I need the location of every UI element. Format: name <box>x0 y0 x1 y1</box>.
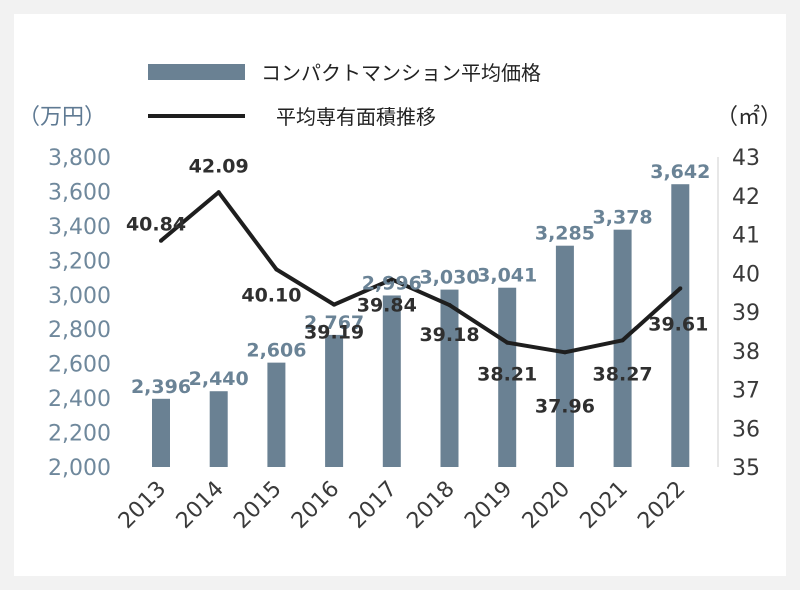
y-right-tick-label: 42 <box>732 185 760 210</box>
y-right-tick-label: 38 <box>732 340 760 365</box>
line-value-label: 40.84 <box>126 214 186 236</box>
y-left-tick-label: 3,200 <box>48 249 111 274</box>
bar-value-label: 2,996 <box>362 272 422 294</box>
bar <box>267 362 286 467</box>
line-value-label: 39.19 <box>304 322 364 344</box>
line-point <box>389 277 394 282</box>
bar-value-label: 2,440 <box>189 368 249 390</box>
x-ticks: 2013 2014 2015 2016 2017 2018 2019 2020 2021 2022 <box>114 477 691 534</box>
line-point <box>505 340 510 345</box>
bar-value-label: 2,767 <box>304 312 364 334</box>
line-value-label: 38.21 <box>477 364 537 386</box>
x-tick-label: 2017 <box>345 477 402 534</box>
bar <box>613 229 632 467</box>
y-right-tick-label: 37 <box>732 379 760 404</box>
line-value-label: 39.84 <box>357 294 417 316</box>
line-value-label: 40.10 <box>241 284 301 306</box>
x-tick-label: 2022 <box>633 477 690 534</box>
line-value-label: 38.27 <box>593 363 653 385</box>
line-value-label: 39.61 <box>648 313 708 335</box>
bar <box>152 398 170 467</box>
bar <box>555 245 574 467</box>
bar <box>382 295 401 467</box>
y-right-tick-label: 43 <box>732 146 760 171</box>
line-point <box>678 286 683 291</box>
line-point <box>216 190 221 195</box>
x-tick-label: 2015 <box>229 477 286 534</box>
bar-value-label: 3,378 <box>593 207 653 229</box>
legend-label-line: 平均専有面積推移 <box>276 105 436 129</box>
combo-chart: コンパクトマンション平均価格 平均専有面積推移 （万円） （㎡） 2,0002,… <box>18 61 782 534</box>
bar <box>209 391 228 467</box>
bar-value-label: 3,285 <box>535 223 595 245</box>
line-point <box>274 267 279 272</box>
x-tick-label: 2014 <box>172 477 229 534</box>
x-tick-label: 2019 <box>460 477 517 534</box>
bars <box>152 184 690 467</box>
y-left-tick-label: 2,800 <box>48 318 111 343</box>
y-left-unit: （万円） <box>18 105 106 130</box>
y-right-tick-label: 36 <box>732 417 760 442</box>
line-point <box>447 303 452 308</box>
line-point <box>159 238 163 243</box>
bar <box>498 287 517 467</box>
bar <box>325 334 344 467</box>
x-tick-label: 2013 <box>114 477 171 534</box>
x-tick-label: 2016 <box>287 477 344 534</box>
y-left-tick-label: 2,000 <box>48 456 111 481</box>
line-point <box>620 338 625 343</box>
series-line <box>159 190 682 355</box>
y-left-tick-label: 2,600 <box>48 353 111 378</box>
y-right-ticks: 35 36 37 38 39 40 41 42 43 <box>732 146 760 481</box>
y-left-tick-label: 3,000 <box>48 284 111 309</box>
y-right-tick-label: 41 <box>732 224 760 249</box>
y-right-tick-label: 39 <box>732 301 760 326</box>
y-right-tick-label: 35 <box>732 456 760 481</box>
line-value-label: 37.96 <box>535 395 595 417</box>
y-left-tick-label: 3,400 <box>48 215 111 240</box>
y-left-tick-label: 2,200 <box>48 422 111 447</box>
bar-value-label: 2,606 <box>246 340 306 362</box>
chart-card: コンパクトマンション平均価格 平均専有面積推移 （万円） （㎡） 2,000 2,… <box>14 14 786 576</box>
legend: コンパクトマンション平均価格 平均専有面積推移 <box>148 61 541 129</box>
x-tick-label: 2018 <box>402 477 459 534</box>
y-left-tick-label: 3,600 <box>48 180 111 205</box>
y-right-tick-label: 40 <box>732 262 760 287</box>
y-left-tick-label: 2,400 <box>48 387 111 412</box>
bar <box>440 289 459 467</box>
bar <box>671 184 690 467</box>
y-left-ticks: 2,000 2,200 2,400 2,600 2,800 3,000 3,200 3,400… <box>48 146 111 481</box>
line-value-label: 39.18 <box>419 324 479 346</box>
x-tick-label: 2020 <box>518 477 575 534</box>
line-value-label: 42.09 <box>189 155 249 177</box>
y-right-unit: （㎡） <box>716 104 782 130</box>
bar-value-label: 3,030 <box>419 267 479 289</box>
line-point <box>332 302 337 307</box>
legend-swatch-bar <box>148 64 245 80</box>
legend-label-bar: コンパクトマンション平均価格 <box>261 61 541 85</box>
line-point <box>562 350 567 355</box>
bar-value-label: 2,396 <box>131 376 191 398</box>
y-left-tick-label: 3,800 <box>48 146 111 171</box>
bar-value-label: 3,041 <box>477 265 537 287</box>
bar-value-label: 3,642 <box>650 161 710 183</box>
x-tick-label: 2021 <box>576 477 633 534</box>
